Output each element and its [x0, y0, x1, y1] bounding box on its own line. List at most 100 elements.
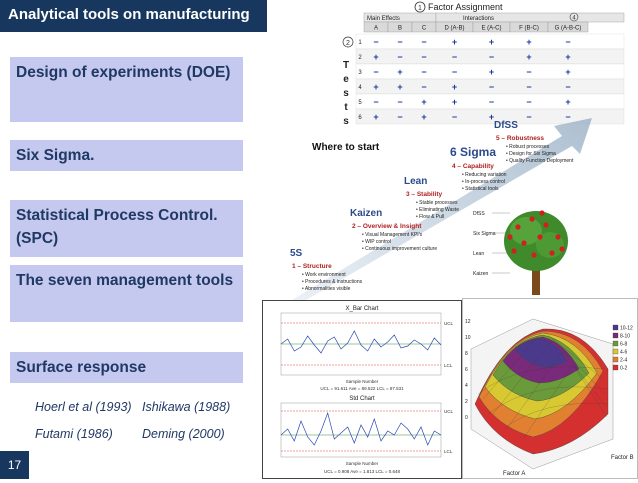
fruit-tree-illustration: DfSS Six Sigma Lean Kaizen: [470, 205, 580, 297]
roadmap-step-bullet: • Statistical tools: [462, 186, 499, 192]
legend-entry-5: 0-2: [620, 366, 627, 372]
z-tick: 12: [465, 319, 471, 325]
tree-label-3: Kaizen: [473, 271, 489, 277]
citation-ishikawa: Ishikawa (1988): [142, 400, 231, 414]
tree-label-2: Lean: [473, 251, 484, 257]
z-tick: 4: [465, 383, 468, 389]
xbar-footer: UCL = 91.611 Ave = 89.522 LCL = 87.531: [320, 386, 404, 391]
control-charts-panel: X_Bar Chart UCL LCL Sample Number UCL = …: [262, 300, 462, 479]
factor-cell: −: [489, 97, 494, 107]
factor-cell: −: [452, 67, 457, 77]
factor-cell: −: [373, 37, 378, 47]
surface-legend: 10-12 8-10 6-8 4-6 2-4 0-2: [612, 324, 633, 372]
surface-mesh: [477, 330, 609, 440]
tests-letter: s: [343, 88, 349, 99]
factor-rows: 1 − − − + + + − 2 + − − − − + +3 − + − − + − +4 + + − + − − − 5 − − + + − − +…: [355, 33, 625, 125]
factor-header-0: A: [374, 26, 378, 32]
roadmap-step-stage-4: 5 – Robustness: [496, 135, 544, 142]
tool-seven-tools-label: The seven management tools: [16, 272, 234, 289]
factor-cell: −: [421, 67, 426, 77]
row-number-1: 1: [358, 40, 362, 46]
legend-entry-4: 2-4: [620, 358, 627, 364]
factor-cell: +: [565, 52, 570, 62]
z-tick: 8: [465, 351, 468, 357]
factor-header-1: B: [398, 26, 402, 32]
citation-hoerl: Hoerl et al (1993): [35, 400, 132, 414]
z-tick: 10: [465, 335, 471, 341]
row-number-5: 5: [358, 100, 362, 106]
factor-cell: +: [526, 37, 531, 47]
roadmap-arrow: [292, 118, 592, 300]
factor-cell: −: [489, 52, 494, 62]
factor-cell: +: [489, 67, 494, 77]
factor-cell: −: [565, 112, 570, 122]
roadmap-step-bullet: • Visual Management KPI's: [362, 232, 423, 238]
factor-cell: −: [565, 82, 570, 92]
tool-six-sigma-box: Six Sigma.: [10, 140, 243, 171]
tool-surface-response-label: Surface response: [16, 359, 147, 376]
z-tick: 0: [465, 415, 468, 421]
roadmap-step-bullet: • Flow & Pull: [416, 214, 444, 220]
roadmap-step-name-0: 5S: [290, 248, 303, 259]
factor-cell: −: [421, 52, 426, 62]
roadmap-step-bullet: • Quality Function Deployment: [506, 158, 574, 164]
roadmap-step-bullet: • Procedures & instructions: [302, 279, 363, 285]
factor-cell: +: [452, 37, 457, 47]
factor-cell: −: [452, 52, 457, 62]
factor-cell: −: [526, 97, 531, 107]
factor-cell: −: [397, 112, 402, 122]
factor-header-5: F (B-C): [519, 26, 539, 32]
tests-letter: t: [344, 102, 348, 113]
factor-cell: +: [421, 97, 426, 107]
xbar-chart-title: X_Bar Chart: [345, 306, 378, 312]
tool-spc-label: Statistical Process Control. (SPC): [16, 207, 218, 247]
xbar-ucl-label: UCL: [444, 321, 453, 326]
z-tick: 2: [465, 399, 468, 405]
factor-cell: +: [373, 52, 378, 62]
factor-assignment-table: 1 Factor Assignment Main Effects 3 Inter…: [338, 0, 638, 140]
lean-roadmap-diagram: Where to start 5S 1 – Structure • Work env…: [290, 118, 592, 300]
roadmap-step-name-1: Kaizen: [350, 208, 382, 219]
factor-cell: −: [421, 37, 426, 47]
factor-cell: +: [452, 82, 457, 92]
main-effects-label: Main Effects: [367, 16, 400, 22]
std-ucl-label: UCL: [444, 409, 453, 414]
tree-trunk: [532, 261, 540, 295]
factor-header-2: C: [422, 26, 427, 32]
factor-cell: −: [373, 67, 378, 77]
roadmap-step-bullet: • Work environment: [302, 272, 346, 278]
roadmap-step-stage-1: 2 – Overview & Insight: [352, 223, 422, 230]
factor-header-4: E (A-C): [482, 26, 502, 32]
row-number-4: 4: [358, 85, 362, 91]
roadmap-step-bullet: • Reducing variation: [462, 172, 507, 178]
z-tick: 6: [465, 367, 468, 373]
factor-cell: −: [526, 67, 531, 77]
factor-cell: −: [421, 82, 426, 92]
tool-doe-label: Design of experiments (DOE): [16, 64, 231, 81]
factor-cell: +: [373, 82, 378, 92]
factor-cell: +: [397, 82, 402, 92]
factor-cell: +: [526, 52, 531, 62]
badge-4-text: 4: [572, 16, 576, 22]
factor-cell: +: [489, 112, 494, 122]
row-number-6: 6: [358, 115, 362, 121]
tree-label-1: Six Sigma: [473, 231, 496, 237]
factor-cell: −: [526, 82, 531, 92]
z-axis-ticks: 12 10 8 6 4 2 0: [465, 319, 471, 421]
roadmap-step-name-3: 6 Sigma: [450, 145, 496, 159]
legend-entry-2: 6-8: [620, 342, 627, 348]
response-surface-svg: 12 10 8 6 4 2 0 10-12 8-10 6-8 4-6 2-4 0-2 Factor A…: [465, 318, 634, 477]
tool-doe-box: Design of experiments (DOE): [10, 57, 243, 122]
factor-cell: −: [565, 37, 570, 47]
roadmap-step-bullet: • Continuous improvement culture: [362, 246, 437, 252]
tests-letter: T: [343, 60, 349, 71]
roadmap-step-name-2: Lean: [404, 176, 427, 187]
xbar-series: [280, 330, 442, 354]
factor-header-3: D (A-B): [445, 26, 465, 32]
tool-seven-tools-box: The seven management tools: [10, 265, 243, 322]
roadmap-step-bullet: • Abnormalities visible: [302, 286, 351, 292]
legend-entry-1: 8-10: [620, 334, 630, 340]
factor-cell: +: [421, 112, 426, 122]
tests-letter: s: [343, 116, 349, 127]
